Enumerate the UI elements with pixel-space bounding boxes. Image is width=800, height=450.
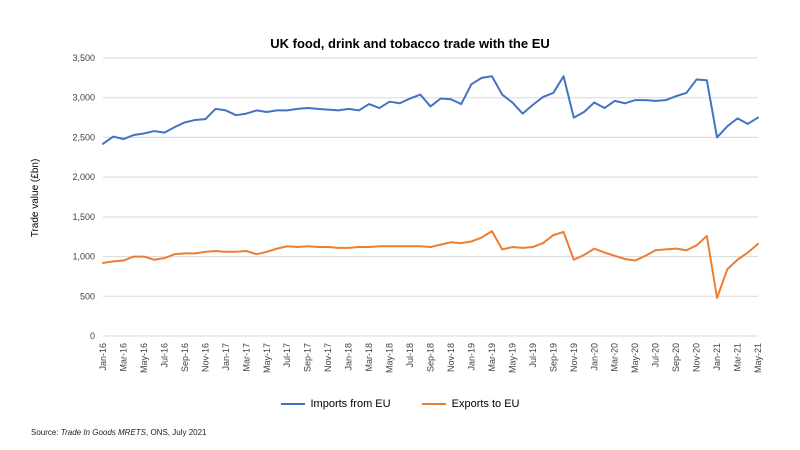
x-tick-label: Mar-16 [118,343,128,372]
x-tick-label: Jan-18 [344,343,354,371]
series-lines [102,75,759,299]
legend-item-exports: Exports to EU [421,398,520,410]
series-line-exports [102,230,759,299]
x-tick-label: May-21 [753,343,763,373]
x-tick-label: May-18 [385,343,395,373]
y-tick-label: 1,000 [72,252,95,262]
legend: Imports from EU Exports to EU [0,396,800,410]
gridlines [103,57,758,337]
legend-label-exports: Exports to EU [451,398,520,410]
y-tick-label: 500 [80,291,95,301]
x-tick-label: May-17 [262,343,272,373]
x-tick-label: May-20 [630,343,640,373]
y-axis-title: Trade value (£bn) [30,159,41,238]
y-tick-label: 3,000 [72,93,95,103]
legend-label-imports: Imports from EU [310,398,391,410]
x-tick-label: Sep-16 [180,343,190,372]
x-tick-label: Jul-18 [405,343,415,368]
source-prefix: Source: [31,428,61,437]
x-tick-label: Sep-18 [426,343,436,372]
x-axis-ticks: Jan-16 Mar-16 May-16 Jul-16 Sep-16 Nov-16 Jan-… [98,343,763,373]
y-tick-label: 2,000 [72,172,95,182]
y-tick-label: 2,500 [72,132,95,142]
legend-swatch-imports [280,403,305,405]
x-tick-label: Mar-17 [241,343,251,372]
x-tick-label: Nov-20 [692,343,702,372]
x-tick-label: Nov-16 [200,343,210,372]
x-tick-label: Jul-20 [651,343,661,368]
x-tick-label: Nov-18 [446,343,456,372]
x-tick-label: Mar-21 [733,343,743,372]
x-tick-label: Mar-19 [487,343,497,372]
series-line-imports [102,75,759,145]
x-tick-label: Jul-17 [282,343,292,368]
x-tick-label: Jan-20 [589,343,599,371]
x-tick-label: Sep-17 [303,343,313,372]
chart-title: UK food, drink and tobacco trade with th… [270,36,550,51]
source-rest: , ONS, July 2021 [146,428,207,437]
x-tick-label: Jan-16 [98,343,108,371]
y-tick-label: 3,500 [72,53,95,63]
x-tick-label: Mar-20 [610,343,620,372]
x-tick-label: Jul-16 [159,343,169,368]
y-tick-label: 0 [90,331,95,341]
x-tick-label: Sep-19 [548,343,558,372]
x-tick-label: Jan-17 [221,343,231,371]
y-axis-ticks: 0 500 1,000 1,500 2,000 2,500 3,000 3,500 [72,53,95,341]
source-dataset: Trade In Goods MRETS [60,428,147,437]
legend-swatch-exports [421,403,446,405]
x-tick-label: Mar-18 [364,343,374,372]
x-tick-label: Nov-19 [569,343,579,372]
x-tick-label: May-16 [139,343,149,373]
x-tick-label: Nov-17 [323,343,333,372]
x-tick-label: Jul-19 [528,343,538,368]
x-tick-label: Jan-21 [712,343,722,371]
source-note: Source: Trade In Goods MRETS, ONS, July … [31,428,207,437]
x-tick-label: Jan-19 [466,343,476,371]
x-tick-label: May-19 [507,343,517,373]
y-tick-label: 1,500 [72,212,95,222]
x-tick-label: Sep-20 [671,343,681,372]
legend-item-imports: Imports from EU [280,398,391,410]
